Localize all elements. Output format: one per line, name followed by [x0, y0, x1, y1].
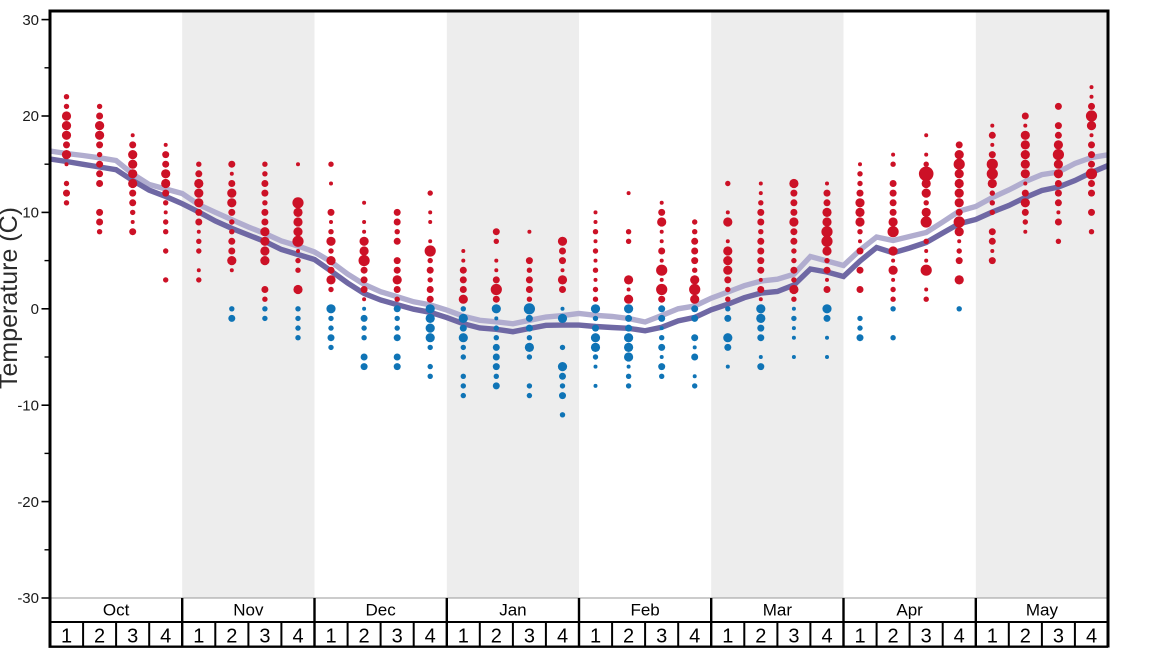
- svg-text:Apr: Apr: [896, 601, 923, 620]
- svg-text:Temperature (C): Temperature (C): [0, 207, 23, 389]
- svg-text:3: 3: [524, 626, 535, 648]
- svg-text:3: 3: [788, 626, 799, 648]
- svg-text:0: 0: [31, 301, 39, 318]
- svg-text:4: 4: [557, 626, 568, 648]
- svg-text:Oct: Oct: [103, 601, 130, 620]
- svg-text:3: 3: [127, 626, 138, 648]
- svg-text:2: 2: [623, 626, 634, 648]
- svg-text:2: 2: [888, 626, 899, 648]
- svg-text:Nov: Nov: [233, 601, 264, 620]
- svg-text:4: 4: [292, 626, 303, 648]
- svg-text:3: 3: [392, 626, 403, 648]
- svg-text:2: 2: [359, 626, 370, 648]
- svg-text:1: 1: [722, 626, 733, 648]
- svg-text:4: 4: [1086, 626, 1097, 648]
- svg-text:3: 3: [656, 626, 667, 648]
- svg-text:1: 1: [590, 626, 601, 648]
- svg-text:-20: -20: [17, 494, 39, 511]
- svg-text:4: 4: [160, 626, 171, 648]
- svg-text:3: 3: [259, 626, 270, 648]
- svg-text:Jan: Jan: [499, 601, 526, 620]
- svg-text:2: 2: [755, 626, 766, 648]
- svg-text:20: 20: [22, 108, 39, 125]
- svg-text:4: 4: [821, 626, 832, 648]
- svg-text:10: 10: [22, 205, 39, 222]
- svg-text:1: 1: [458, 626, 469, 648]
- svg-text:1: 1: [854, 626, 865, 648]
- svg-text:4: 4: [425, 626, 436, 648]
- svg-text:1: 1: [325, 626, 336, 648]
- svg-text:4: 4: [689, 626, 700, 648]
- svg-text:-10: -10: [17, 397, 39, 414]
- svg-text:3: 3: [921, 626, 932, 648]
- svg-text:Dec: Dec: [365, 601, 396, 620]
- svg-text:1: 1: [987, 626, 998, 648]
- svg-text:2: 2: [226, 626, 237, 648]
- svg-text:1: 1: [61, 626, 72, 648]
- svg-text:3: 3: [1053, 626, 1064, 648]
- svg-text:1: 1: [193, 626, 204, 648]
- svg-text:30: 30: [22, 12, 39, 29]
- svg-text:4: 4: [954, 626, 965, 648]
- svg-text:2: 2: [94, 626, 105, 648]
- svg-text:Feb: Feb: [630, 601, 659, 620]
- svg-text:2: 2: [1020, 626, 1031, 648]
- svg-text:-30: -30: [17, 590, 39, 607]
- svg-text:Mar: Mar: [763, 601, 793, 620]
- svg-text:2: 2: [491, 626, 502, 648]
- svg-text:May: May: [1026, 601, 1059, 620]
